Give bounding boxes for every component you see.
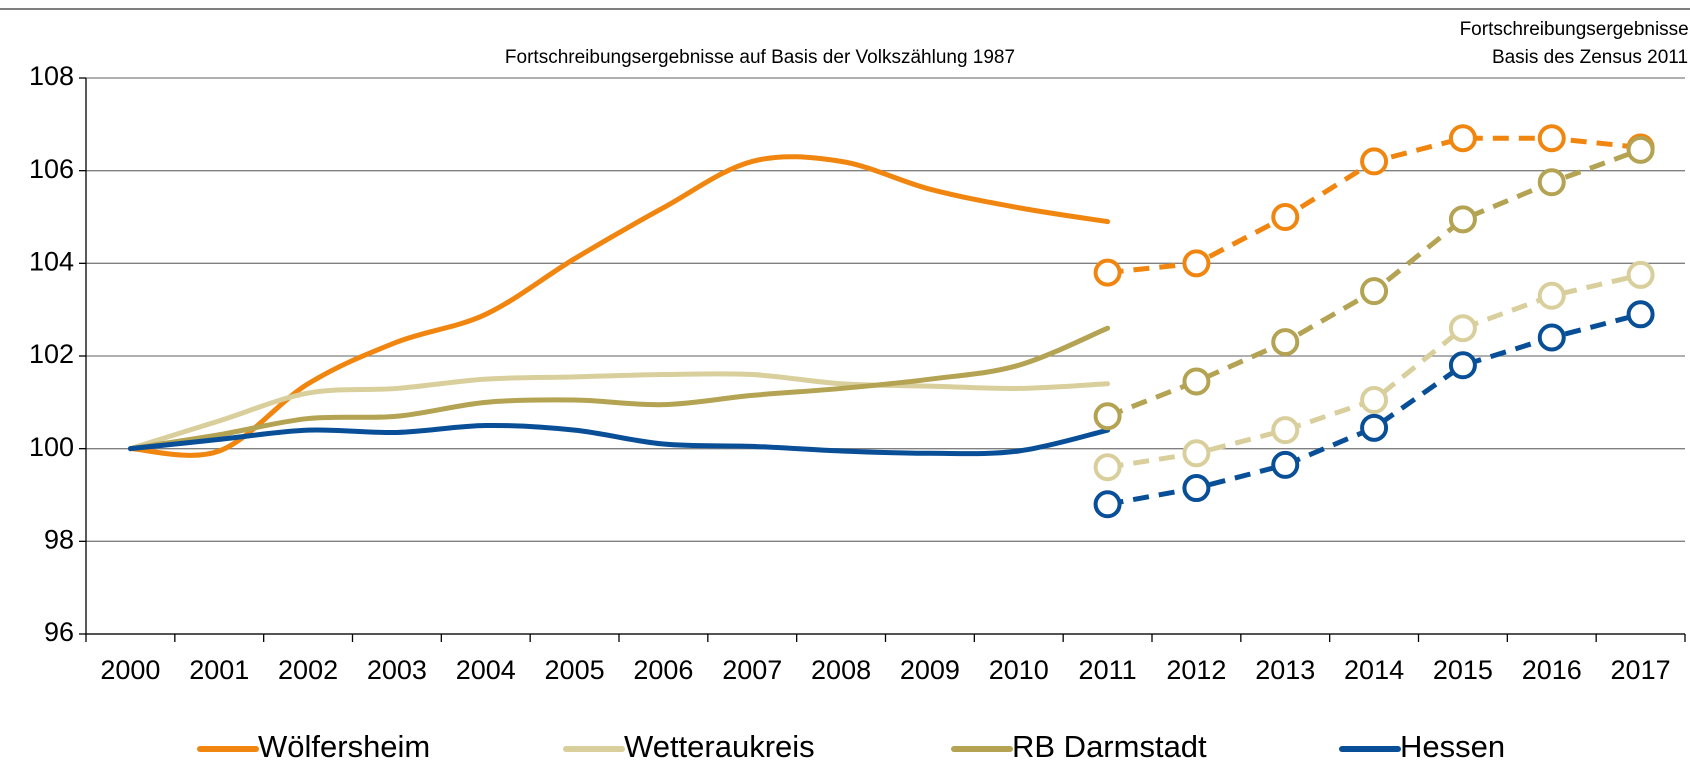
marker (1093, 258, 1122, 287)
y-tick-label: 106 (29, 154, 74, 184)
marker (1626, 300, 1655, 329)
marker (1626, 260, 1655, 289)
x-tick-label: 2002 (278, 655, 338, 685)
marker (1182, 249, 1211, 278)
legend-label: Wetteraukreis (624, 729, 815, 764)
x-tick-label: 2007 (722, 655, 782, 685)
y-tick-label: 100 (29, 432, 74, 462)
x-tick-label: 2013 (1255, 655, 1315, 685)
marker (1271, 416, 1300, 445)
annotation: Basis des Zensus 2011 (1492, 47, 1688, 68)
marker (1537, 323, 1566, 352)
marker (1271, 450, 1300, 479)
marker (1271, 328, 1300, 357)
marker (1093, 402, 1122, 431)
marker (1626, 135, 1655, 164)
x-tick-label: 2016 (1522, 655, 1582, 685)
x-tick-label: 2015 (1433, 655, 1493, 685)
marker (1182, 439, 1211, 468)
x-tick-label: 2011 (1079, 655, 1137, 685)
series-line (127, 422, 1111, 457)
marker (1360, 277, 1389, 306)
marker (1360, 413, 1389, 442)
x-tick-label: 2003 (367, 655, 427, 685)
marker (1182, 367, 1211, 396)
marker (1360, 386, 1389, 415)
annotation: Fortschreibungsergebnisse auf Basis der … (505, 47, 1015, 68)
marker (1182, 474, 1211, 503)
x-tick-label: 2000 (100, 655, 160, 685)
x-tick-label: 2012 (1166, 655, 1226, 685)
x-tick-label: 2006 (633, 655, 693, 685)
x-tick-label: 2010 (989, 655, 1049, 685)
x-tick-label: 2017 (1611, 655, 1671, 685)
x-tick-label: 2001 (189, 655, 249, 685)
x-tick-label: 2009 (900, 655, 960, 685)
series-line (127, 325, 1111, 452)
y-tick-label: 104 (29, 246, 74, 276)
marker (1093, 453, 1122, 482)
marker (1537, 124, 1566, 153)
y-tick-label: 98 (44, 524, 74, 554)
x-tick-label: 2005 (545, 655, 605, 685)
marker (1271, 203, 1300, 231)
marker (1360, 147, 1389, 176)
legend-label: Hessen (1400, 729, 1505, 764)
marker (1448, 351, 1477, 380)
marker (1093, 490, 1122, 519)
legend-label: RB Darmstadt (1012, 729, 1207, 764)
series-line (127, 154, 1111, 458)
marker (1537, 168, 1566, 197)
marker (1448, 124, 1477, 153)
marker (1448, 314, 1477, 343)
series-line (127, 371, 1111, 452)
annotation: Fortschreibungsergebnisse auf (1460, 19, 1690, 40)
x-tick-label: 2008 (811, 655, 871, 685)
legend-label: Wölfersheim (258, 729, 430, 764)
x-tick-label: 2004 (456, 655, 516, 685)
y-tick-label: 96 (44, 617, 74, 647)
marker (1448, 205, 1477, 234)
marker (1537, 281, 1566, 310)
x-tick-label: 2014 (1344, 655, 1404, 685)
y-tick-label: 108 (29, 61, 74, 91)
y-tick-label: 102 (29, 339, 74, 369)
